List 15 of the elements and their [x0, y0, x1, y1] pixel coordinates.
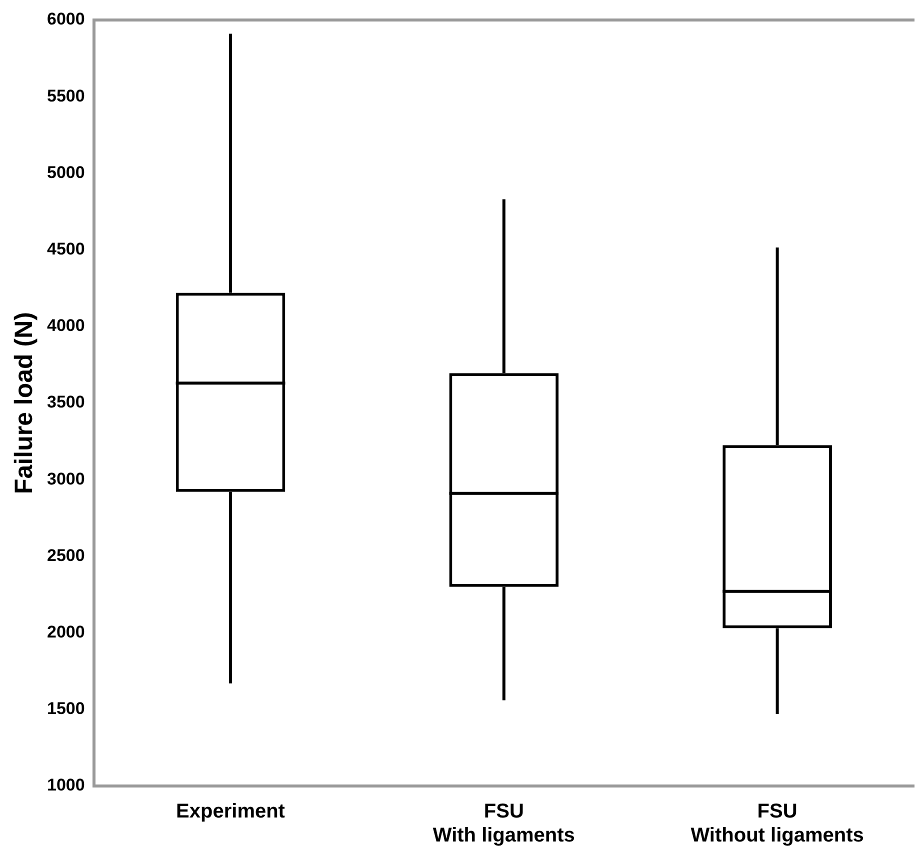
- y-tick-label: 5500: [46, 86, 85, 106]
- y-tick-label: 3000: [46, 469, 85, 488]
- y-tick-label: 3500: [46, 392, 85, 412]
- y-tick-label: 2500: [46, 546, 85, 565]
- y-tick-label: 1000: [46, 776, 85, 795]
- y-tick-label: 2000: [46, 622, 85, 642]
- x-tick-label: Experiment: [176, 800, 286, 823]
- y-tick-label: 1500: [46, 699, 85, 718]
- y-tick-label: 4500: [46, 239, 85, 258]
- y-tick-label: 6000: [46, 10, 85, 29]
- x-tick-label: FSU Without ligaments: [690, 800, 864, 847]
- x-tick-label: FSU With ligaments: [432, 800, 575, 847]
- y-axis-title: Failure load (N): [10, 312, 38, 494]
- y-tick-label: 4000: [46, 316, 85, 336]
- y-tick-label: 5000: [46, 162, 85, 182]
